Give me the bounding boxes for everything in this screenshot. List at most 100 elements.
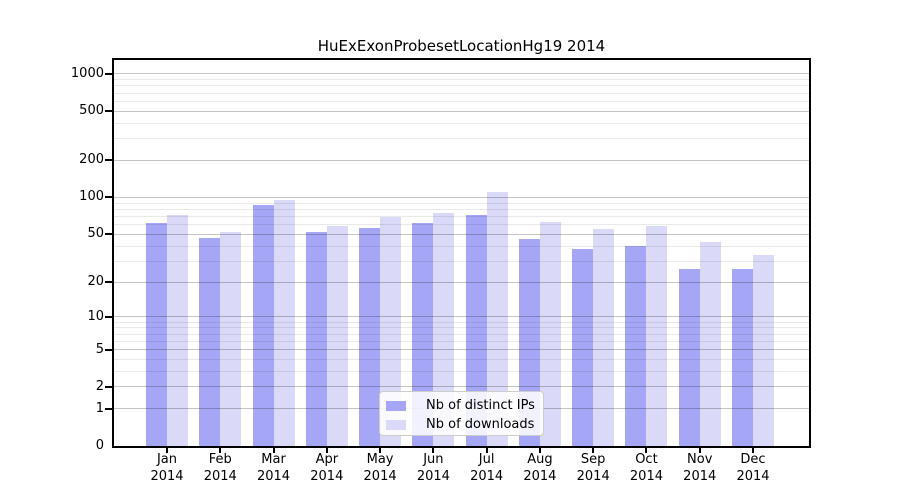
bar-ips-may	[359, 228, 381, 446]
bar-downloads-nov	[699, 242, 721, 446]
chart-title: HuExExonProbesetLocationHg19 2014	[317, 37, 606, 55]
bar-ips-apr	[305, 232, 327, 446]
legend-label-downloads: Nb of downloads	[426, 417, 535, 432]
y-tick-label: 1000	[70, 65, 104, 81]
x-tick-mark	[325, 446, 328, 453]
gridline	[114, 138, 809, 140]
bar-downloads-feb	[220, 232, 242, 446]
x-tick-mark	[485, 446, 488, 453]
x-tick-label: Jul 2014	[470, 452, 504, 484]
x-tick-label: May 2014	[363, 452, 397, 484]
y-tick-label: 50	[87, 226, 104, 242]
y-tick-label: 2	[95, 378, 104, 394]
gridline	[114, 208, 809, 210]
legend-swatch-distinct-ips-icon	[386, 400, 406, 411]
y-tick-label: 0	[95, 438, 104, 453]
gridline	[114, 327, 809, 329]
y-tick-label: 10	[87, 308, 104, 324]
legend-entry-downloads: Nb of downloads	[380, 415, 543, 434]
y-tick-mark	[105, 233, 113, 236]
y-tick-mark	[105, 110, 113, 113]
legend: Nb of distinct IPs Nb of downloads	[379, 391, 544, 436]
bar-downloads-may	[380, 217, 402, 446]
legend-swatch-downloads-icon	[386, 419, 406, 430]
y-tick-mark	[105, 385, 113, 388]
gridline	[114, 92, 809, 94]
y-tick-mark	[105, 407, 113, 410]
gridline	[114, 358, 809, 360]
gridline	[114, 100, 809, 102]
bar-downloads-aug	[539, 222, 561, 446]
y-tick-mark	[105, 348, 113, 351]
y-tick-mark	[105, 196, 113, 199]
x-tick-mark	[432, 446, 435, 453]
bar-downloads-dec	[752, 254, 774, 446]
x-tick-label: Apr 2014	[310, 452, 344, 484]
x-tick-mark	[538, 446, 541, 453]
y-tick-mark	[105, 281, 113, 284]
bar-ips-jul	[465, 214, 487, 446]
x-tick-label: Mar 2014	[256, 452, 291, 484]
gridline	[114, 333, 809, 335]
gridline	[114, 349, 809, 350]
x-tick-mark	[645, 446, 648, 453]
y-tick-label: 5	[95, 341, 104, 357]
y-tick-mark	[105, 159, 113, 162]
gridline	[114, 370, 809, 372]
gridline	[114, 73, 809, 75]
x-tick-label: Aug 2014	[523, 452, 557, 484]
y-tick-label: 500	[79, 103, 104, 119]
x-tick-mark	[272, 446, 275, 453]
x-tick-label: Oct 2014	[629, 452, 663, 484]
gridline	[114, 196, 809, 198]
bar-downloads-jun	[433, 212, 455, 446]
bar-downloads-mar	[273, 200, 295, 446]
bar-ips-nov	[678, 268, 700, 446]
x-tick-label: Nov 2014	[683, 452, 717, 484]
x-tick-label: Sep 2014	[576, 452, 610, 484]
bar-ips-jun	[412, 222, 434, 446]
gridline	[114, 224, 809, 226]
gridline	[114, 321, 809, 323]
gridline	[114, 122, 809, 124]
x-tick-mark	[751, 446, 754, 453]
bar-ips-jan	[146, 222, 167, 446]
bar-ips-mar	[252, 204, 274, 446]
bar-ips-oct	[625, 246, 647, 446]
gridline	[114, 233, 809, 235]
gridline	[114, 260, 809, 262]
plot-area	[112, 58, 811, 448]
bar-downloads-sep	[593, 229, 615, 446]
gridline	[114, 245, 809, 247]
x-tick-mark	[166, 446, 168, 453]
y-tick-mark	[105, 315, 113, 318]
y-tick-label: 200	[79, 152, 104, 168]
x-tick-label: Jan 2014	[150, 452, 184, 484]
x-tick-mark	[379, 446, 382, 453]
bar-ips-dec	[731, 268, 753, 446]
bar-downloads-jan	[167, 214, 188, 446]
gridline	[114, 85, 809, 87]
gridline	[114, 281, 809, 283]
x-tick-label: Feb 2014	[203, 452, 237, 484]
y-tick-label: 1	[95, 400, 104, 416]
x-tick-mark	[592, 446, 595, 453]
gridline	[114, 316, 809, 318]
legend-entry-distinct-ips: Nb of distinct IPs	[380, 396, 543, 415]
y-tick-label: 20	[87, 274, 104, 290]
gridline	[114, 159, 809, 161]
legend-label-distinct-ips: Nb of distinct IPs	[426, 398, 535, 413]
x-tick-mark	[219, 446, 222, 453]
y-tick-label: 100	[79, 189, 104, 205]
gridline	[114, 79, 809, 81]
x-tick-mark	[698, 446, 701, 453]
bar-downloads-apr	[326, 226, 348, 446]
gridline	[114, 386, 809, 388]
gridline	[114, 202, 809, 204]
bar-ips-feb	[199, 237, 221, 446]
y-tick-mark	[105, 72, 113, 75]
gridline	[114, 215, 809, 217]
bar-ips-sep	[572, 248, 594, 446]
gridline	[114, 340, 809, 342]
